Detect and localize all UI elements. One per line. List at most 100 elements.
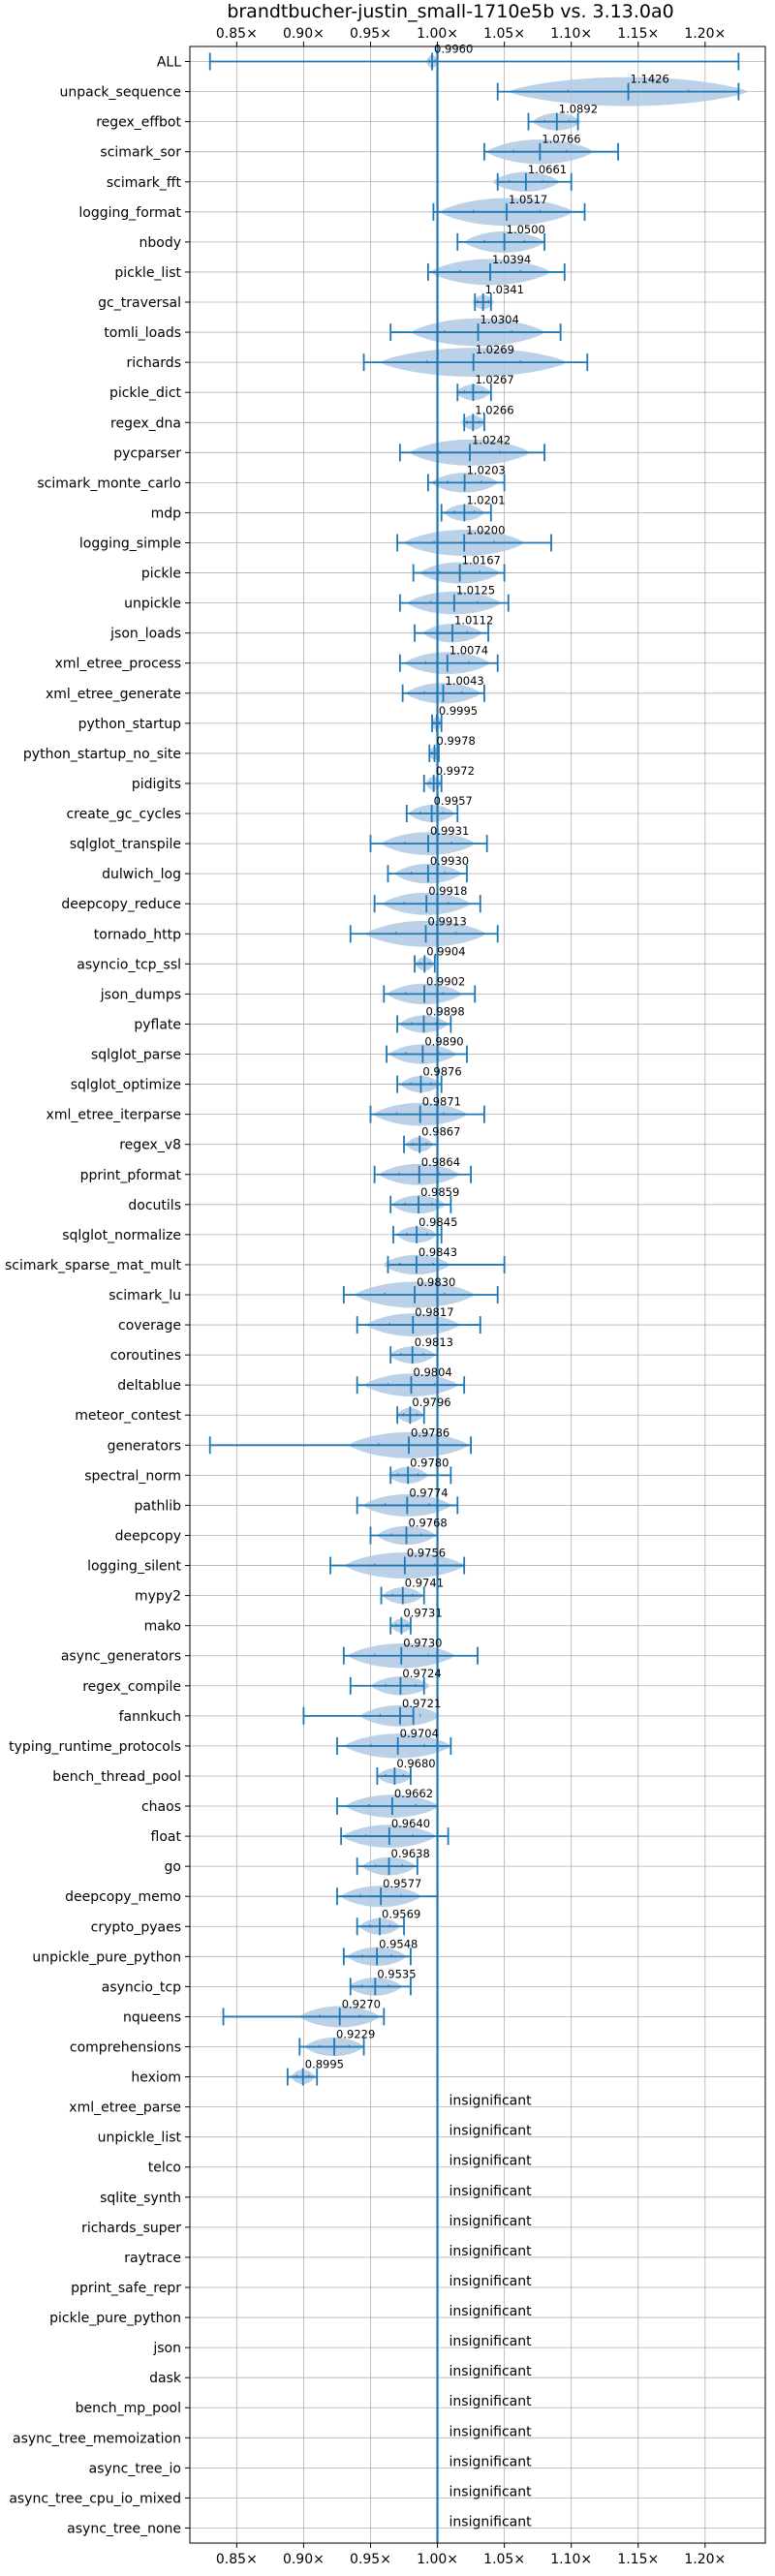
x-tick-label-top: 1.15×: [617, 26, 659, 42]
benchmark-label: hexiom: [131, 2070, 181, 2086]
benchmark-label: asyncio_tcp: [102, 1979, 181, 1995]
value-label: 1.0269: [476, 343, 514, 356]
benchmark-label: xml_etree_parse: [69, 2101, 181, 2116]
benchmark-label: regex_dna: [110, 415, 181, 431]
x-tick-label-top: 1.20×: [684, 26, 726, 42]
value-label: 0.9859: [420, 1185, 459, 1199]
benchmark-label: comprehensions: [70, 2040, 181, 2056]
value-label: 1.0766: [542, 133, 580, 146]
benchmark-label: xml_etree_generate: [46, 687, 181, 702]
insignificant-label: insignificant: [450, 2094, 533, 2109]
benchmark-label: regex_compile: [82, 1679, 181, 1695]
value-label: 0.9780: [410, 1456, 449, 1469]
benchmark-label: float: [151, 1829, 182, 1845]
benchmark-label: pycparser: [113, 445, 181, 461]
benchmark-label: ALL: [157, 55, 181, 71]
value-label: 1.0500: [507, 223, 545, 236]
value-label: 1.0043: [445, 674, 483, 688]
insignificant-label: insignificant: [450, 2184, 533, 2199]
value-label: 1.0394: [492, 253, 531, 266]
benchmark-label: json: [152, 2341, 181, 2356]
benchmark-label: async_tree_cpu_io_mixed: [9, 2491, 181, 2506]
benchmark-label: coverage: [118, 1318, 181, 1334]
value-label: 1.0200: [466, 523, 505, 537]
value-label: 1.0341: [485, 283, 524, 296]
value-label: 0.9535: [377, 1967, 416, 1980]
benchmark-label: python_startup_no_site: [23, 747, 181, 762]
x-tick-label-bottom: 0.90×: [283, 2552, 325, 2567]
value-label: 1.0167: [462, 554, 501, 567]
benchmark-label: logging_silent: [87, 1559, 181, 1575]
value-label: 0.9662: [394, 1787, 433, 1800]
benchmark-label: unpickle_pure_python: [32, 1949, 181, 1965]
benchmark-label: pprint_pformat: [80, 1168, 182, 1183]
benchmark-label: richards: [127, 355, 182, 371]
value-label: 0.9843: [418, 1245, 457, 1259]
value-label: 0.9845: [418, 1215, 457, 1229]
benchmark-label: pyflate: [134, 1017, 181, 1032]
benchmark-label: go: [165, 1859, 181, 1875]
insignificant-label: insignificant: [450, 2154, 533, 2169]
x-tick-label-bottom: 1.20×: [684, 2552, 726, 2567]
benchmark-label: scimark_sor: [100, 145, 181, 161]
benchmark-label: sqlglot_optimize: [71, 1078, 181, 1093]
violins: [291, 54, 749, 2085]
x-tick-label-bottom: 1.10×: [550, 2552, 592, 2567]
benchmark-label: pickle_pure_python: [49, 2311, 181, 2326]
benchmark-label: mdp: [151, 506, 182, 521]
benchmark-label: coroutines: [110, 1348, 181, 1364]
labels: 0.9960 1.1426 1.0892 1.0766 1.0661 1.0517 1.05…: [305, 43, 669, 2530]
value-label: 1.0203: [467, 463, 506, 476]
value-label: 0.9721: [402, 1697, 441, 1710]
benchmark-label: gc_traversal: [98, 295, 181, 311]
value-label: 1.0074: [450, 644, 488, 658]
benchmark-label: asyncio_tcp_ssl: [77, 957, 181, 972]
benchmark-label: async_generators: [61, 1649, 181, 1665]
benchmark-label: pathlib: [135, 1498, 182, 1514]
insignificant-label: insignificant: [450, 2454, 533, 2469]
benchmark-label: unpickle_list: [98, 2131, 182, 2146]
benchmark-label: bench_mp_pool: [76, 2401, 181, 2416]
value-label: 0.9270: [342, 1997, 381, 2010]
benchmark-label: generators: [108, 1438, 181, 1454]
benchmark-label: bench_thread_pool: [52, 1769, 181, 1785]
value-label: 0.9577: [383, 1877, 421, 1890]
benchmark-label: sqlglot_transpile: [70, 837, 181, 852]
value-label: 0.9867: [421, 1125, 460, 1139]
value-label: 0.9640: [391, 1817, 430, 1830]
benchmark-label: json_dumps: [100, 987, 181, 1002]
value-label: 1.0125: [456, 584, 495, 598]
insignificant-label: insignificant: [450, 2364, 533, 2379]
benchmark-label: tomli_loads: [104, 325, 181, 341]
value-label: 0.9978: [437, 734, 476, 748]
benchmark-label: pidigits: [132, 777, 181, 792]
benchmark-label: pickle: [141, 567, 181, 582]
value-label: 1.1426: [631, 73, 669, 86]
value-label: 0.9902: [426, 974, 465, 988]
insignificant-label: insignificant: [450, 2244, 533, 2259]
range-bars: [208, 52, 740, 2086]
value-label: 0.9756: [407, 1547, 446, 1560]
value-label: 0.9913: [428, 914, 467, 928]
x-tick-label-bottom: 1.15×: [617, 2552, 659, 2567]
value-label: 0.9804: [413, 1365, 451, 1379]
value-label: 0.9548: [379, 1937, 418, 1950]
benchmark-label: docutils: [128, 1198, 181, 1213]
grid-lines: [190, 46, 765, 2543]
benchmark-label: unpack_sequence: [60, 85, 181, 101]
value-label: 0.9871: [422, 1095, 461, 1109]
x-tick-label-bottom: 0.95×: [350, 2552, 391, 2567]
insignificant-label: insignificant: [450, 2334, 533, 2349]
benchmark-label: dulwich_log: [102, 867, 181, 882]
insignificant-label: insignificant: [450, 2274, 533, 2289]
x-tick-label-bottom: 1.05×: [483, 2552, 525, 2567]
value-label: 1.0112: [454, 614, 493, 628]
value-label: 0.9817: [415, 1305, 453, 1319]
value-label: 1.0242: [472, 433, 511, 446]
x-tick-label-top: 0.90×: [283, 26, 325, 42]
value-label: 0.9680: [396, 1757, 435, 1770]
value-label: 0.9786: [411, 1426, 450, 1439]
benchmark-label: spectral_norm: [84, 1468, 181, 1484]
benchmark-label: meteor_contest: [75, 1408, 181, 1424]
benchmark-label: deepcopy_reduce: [61, 897, 181, 912]
